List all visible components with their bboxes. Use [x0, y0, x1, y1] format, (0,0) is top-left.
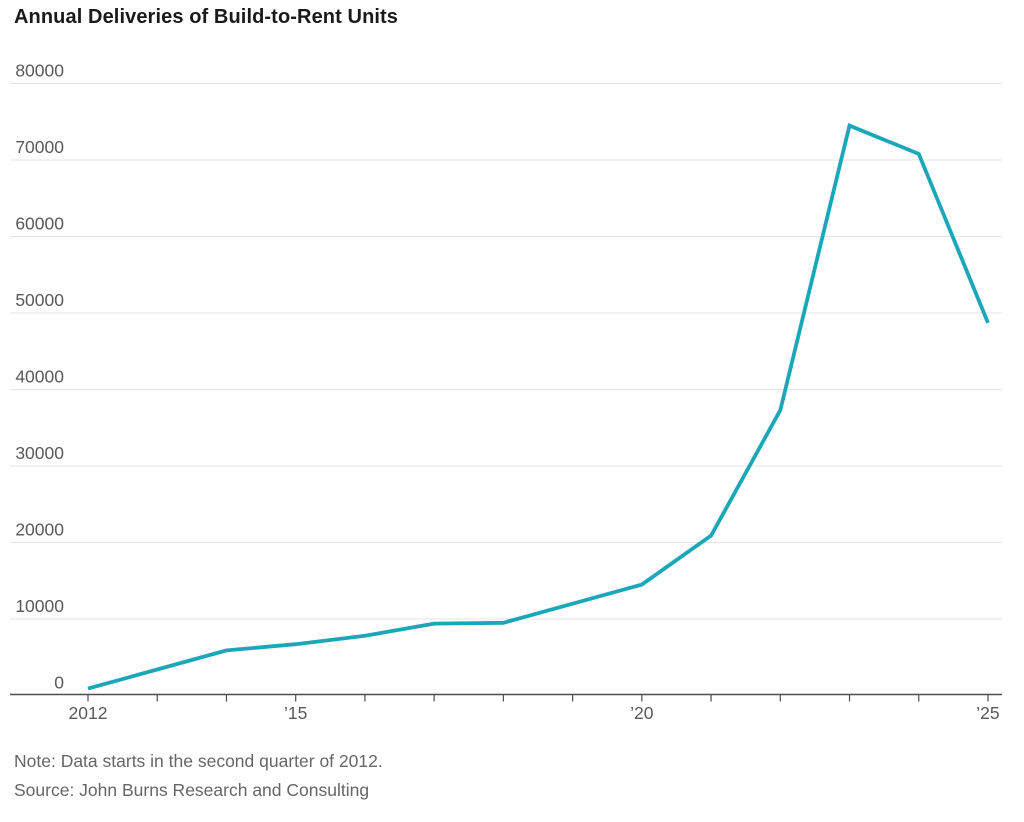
x-axis-label: 2012 — [69, 703, 108, 723]
chart-note: Note: Data starts in the second quarter … — [14, 751, 383, 771]
y-axis-label: 80000 — [15, 61, 64, 81]
y-axis-label: 50000 — [15, 290, 64, 310]
trend-line — [87, 123, 990, 691]
y-axis-label: 40000 — [15, 367, 64, 387]
y-axis-label: 0 — [54, 673, 64, 693]
chart-title: Annual Deliveries of Build-to-Rent Units — [14, 6, 399, 28]
y-axis-label: 70000 — [15, 137, 64, 157]
y-axis-label: 60000 — [15, 214, 64, 234]
x-axis-label: ’15 — [284, 703, 307, 723]
x-axis-label: ’20 — [630, 703, 654, 723]
line-chart: 0 10000 20000 30000 40000 50000 60000 70000 8000… — [10, 61, 1002, 723]
x-axis-label: ’25 — [976, 703, 999, 723]
y-axis-label: 10000 — [15, 596, 64, 616]
chart-source: Source: John Burns Research and Consulti… — [14, 780, 370, 800]
y-axis-label: 30000 — [15, 443, 64, 463]
y-axis-label: 20000 — [15, 520, 64, 540]
